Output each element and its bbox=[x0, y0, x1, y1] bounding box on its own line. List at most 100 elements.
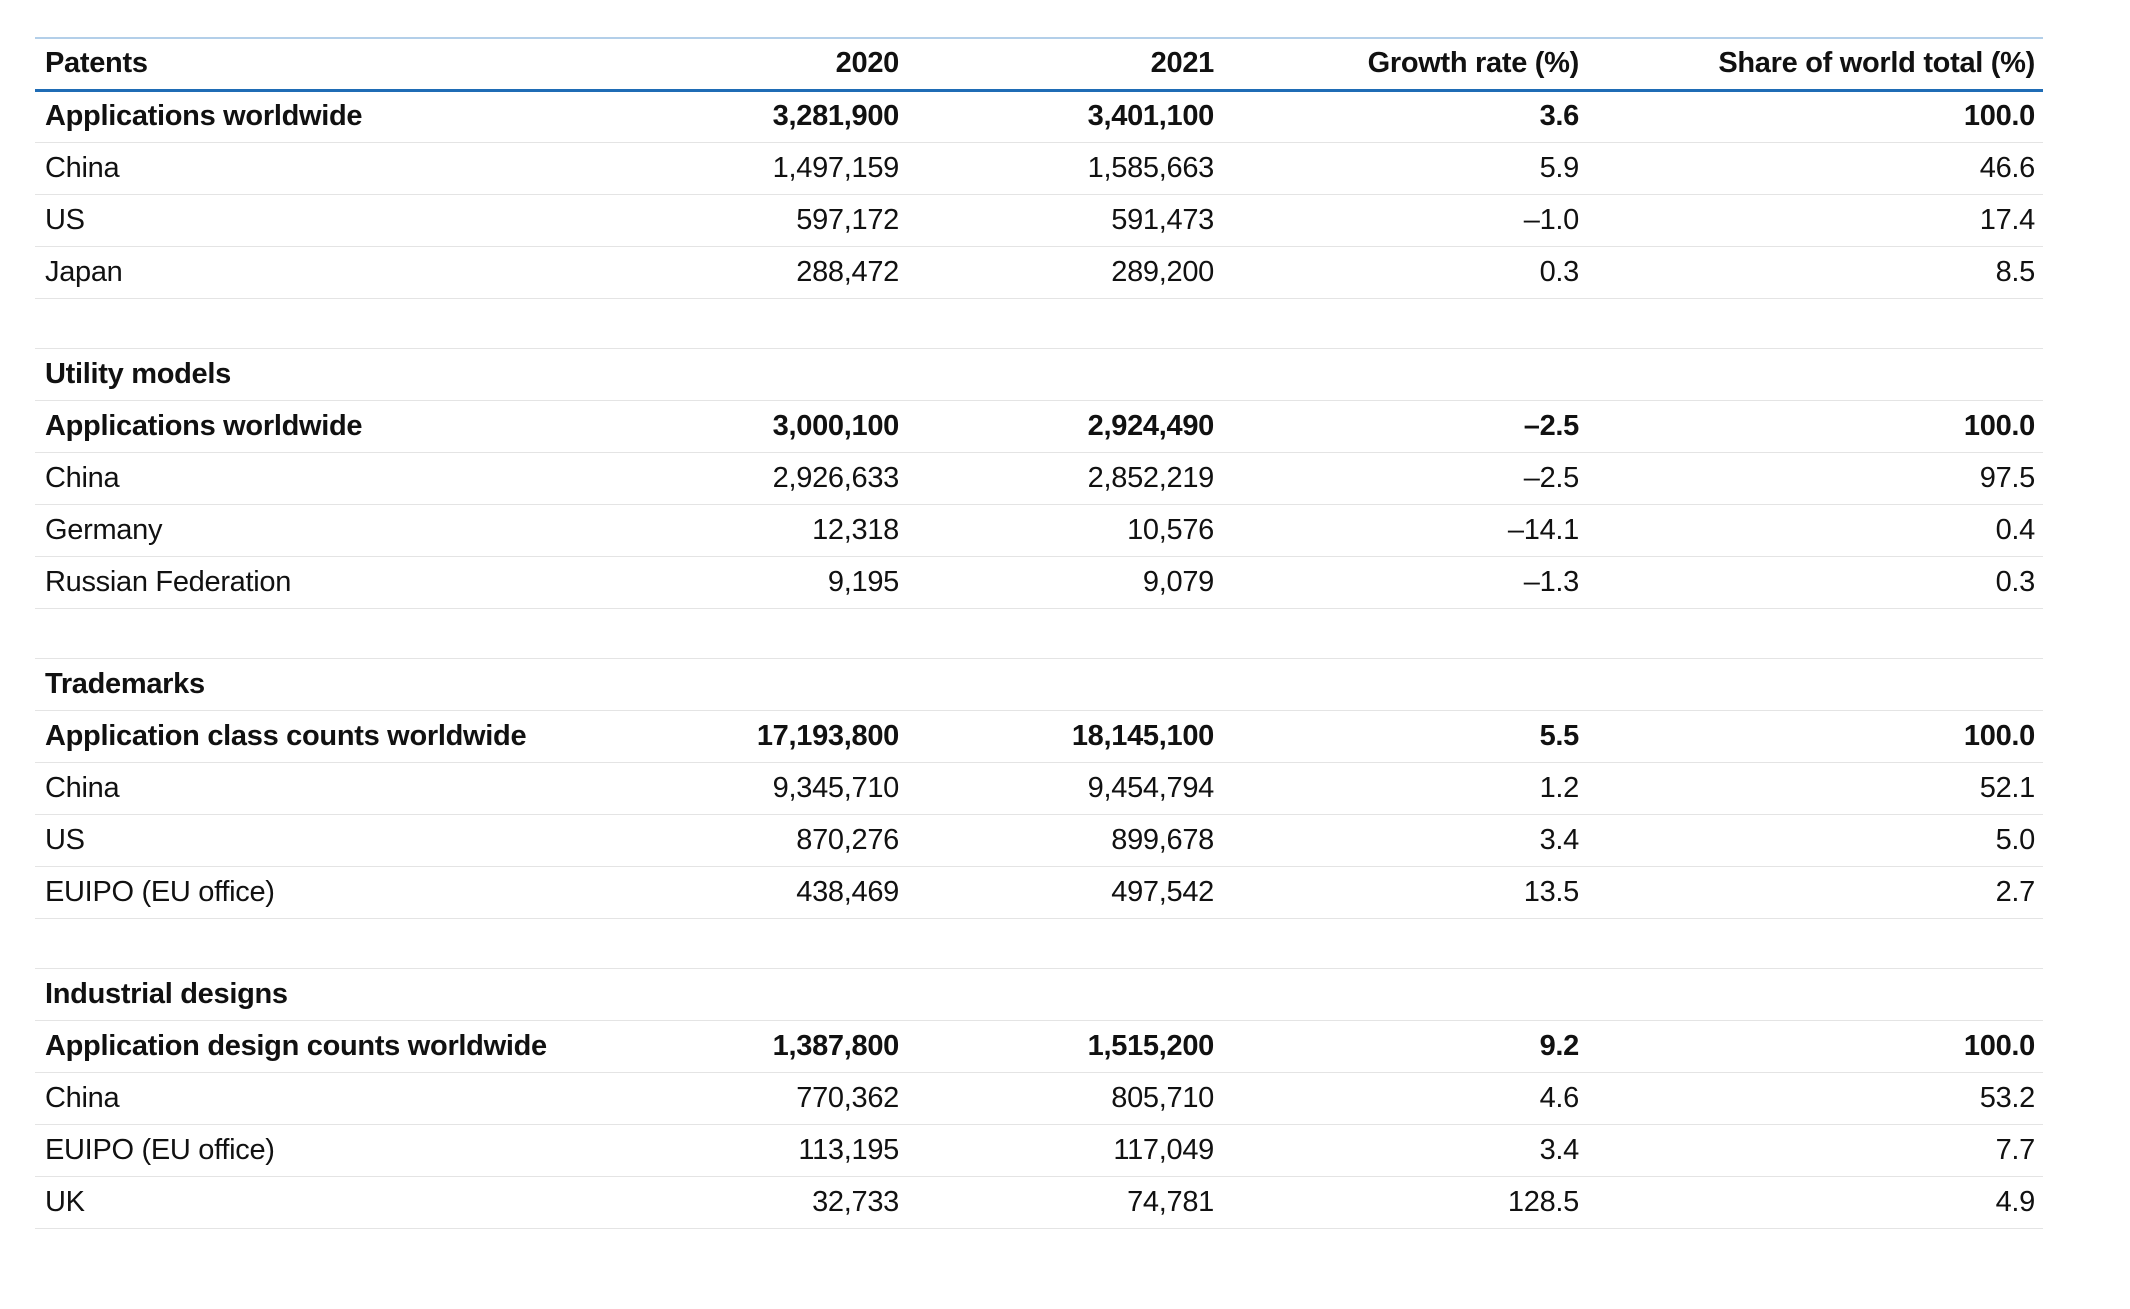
row-utility-germany: Germany 12,318 10,576 –14.1 0.4 bbox=[35, 504, 2043, 557]
row-trademarks-class-counts-worldwide: Application class counts worldwide 17,19… bbox=[35, 710, 2043, 763]
growth-cell: –14.1 bbox=[1222, 504, 1587, 557]
value-2020-cell: 597,172 bbox=[680, 194, 907, 247]
section-title: Utility models bbox=[35, 348, 680, 401]
value-2021-cell: 899,678 bbox=[907, 814, 1222, 867]
label-cell: China bbox=[35, 142, 680, 195]
row-designs-uk: UK 32,733 74,781 128.5 4.9 bbox=[35, 1176, 2043, 1229]
section-row-industrial-designs: Industrial designs bbox=[35, 968, 2043, 1021]
value-2020-cell: 3,281,900 bbox=[680, 90, 907, 143]
column-header-2021: 2021 bbox=[907, 38, 1222, 92]
value-2020-cell: 2,926,633 bbox=[680, 452, 907, 505]
row-utility-china: China 2,926,633 2,852,219 –2.5 97.5 bbox=[35, 452, 2043, 505]
label-cell: Germany bbox=[35, 504, 680, 557]
column-header-share-of-world-total: Share of world total (%) bbox=[1587, 38, 2043, 92]
value-2021-cell: 18,145,100 bbox=[907, 710, 1222, 763]
empty-cell bbox=[907, 968, 1222, 1021]
growth-cell: –2.5 bbox=[1222, 400, 1587, 453]
share-cell: 0.4 bbox=[1587, 504, 2043, 557]
value-2020-cell: 9,345,710 bbox=[680, 762, 907, 815]
share-cell: 0.3 bbox=[1587, 556, 2043, 609]
label-cell: Russian Federation bbox=[35, 556, 680, 609]
empty-cell bbox=[1587, 348, 2043, 401]
value-2021-cell: 805,710 bbox=[907, 1072, 1222, 1125]
spacer-cell bbox=[35, 298, 2043, 349]
value-2021-cell: 9,079 bbox=[907, 556, 1222, 609]
row-utility-russian-federation: Russian Federation 9,195 9,079 –1.3 0.3 bbox=[35, 556, 2043, 609]
value-2020-cell: 770,362 bbox=[680, 1072, 907, 1125]
label-cell: Japan bbox=[35, 246, 680, 299]
growth-cell: 128.5 bbox=[1222, 1176, 1587, 1229]
empty-cell bbox=[907, 658, 1222, 711]
row-patents-japan: Japan 288,472 289,200 0.3 8.5 bbox=[35, 246, 2043, 299]
growth-cell: 13.5 bbox=[1222, 866, 1587, 919]
growth-cell: 5.9 bbox=[1222, 142, 1587, 195]
value-2020-cell: 3,000,100 bbox=[680, 400, 907, 453]
empty-cell bbox=[1222, 658, 1587, 711]
section-title: Trademarks bbox=[35, 658, 680, 711]
spacer-cell bbox=[35, 608, 2043, 659]
value-2021-cell: 591,473 bbox=[907, 194, 1222, 247]
label-cell: China bbox=[35, 1072, 680, 1125]
growth-cell: 3.6 bbox=[1222, 90, 1587, 143]
row-utility-applications-worldwide: Applications worldwide 3,000,100 2,924,4… bbox=[35, 400, 2043, 453]
value-2020-cell: 1,497,159 bbox=[680, 142, 907, 195]
spacer-cell bbox=[35, 918, 2043, 969]
growth-cell: –1.3 bbox=[1222, 556, 1587, 609]
empty-cell bbox=[907, 348, 1222, 401]
share-cell: 100.0 bbox=[1587, 400, 2043, 453]
empty-cell bbox=[1587, 658, 2043, 711]
value-2021-cell: 3,401,100 bbox=[907, 90, 1222, 143]
share-cell: 53.2 bbox=[1587, 1072, 2043, 1125]
growth-cell: 3.4 bbox=[1222, 1124, 1587, 1177]
value-2021-cell: 117,049 bbox=[907, 1124, 1222, 1177]
growth-cell: 4.6 bbox=[1222, 1072, 1587, 1125]
section-title: Industrial designs bbox=[35, 968, 680, 1021]
value-2021-cell: 497,542 bbox=[907, 866, 1222, 919]
label-cell: Applications worldwide bbox=[35, 400, 680, 453]
section-row-utility-models: Utility models bbox=[35, 348, 2043, 401]
column-header-2020: 2020 bbox=[680, 38, 907, 92]
label-cell: China bbox=[35, 762, 680, 815]
share-cell: 2.7 bbox=[1587, 866, 2043, 919]
value-2021-cell: 9,454,794 bbox=[907, 762, 1222, 815]
growth-cell: –2.5 bbox=[1222, 452, 1587, 505]
value-2021-cell: 74,781 bbox=[907, 1176, 1222, 1229]
empty-cell bbox=[1587, 968, 2043, 1021]
label-cell: US bbox=[35, 814, 680, 867]
row-trademarks-us: US 870,276 899,678 3.4 5.0 bbox=[35, 814, 2043, 867]
growth-cell: 9.2 bbox=[1222, 1020, 1587, 1073]
value-2020-cell: 438,469 bbox=[680, 866, 907, 919]
value-2020-cell: 32,733 bbox=[680, 1176, 907, 1229]
share-cell: 5.0 bbox=[1587, 814, 2043, 867]
share-cell: 4.9 bbox=[1587, 1176, 2043, 1229]
row-patents-china: China 1,497,159 1,585,663 5.9 46.6 bbox=[35, 142, 2043, 195]
share-cell: 17.4 bbox=[1587, 194, 2043, 247]
growth-cell: 1.2 bbox=[1222, 762, 1587, 815]
share-cell: 100.0 bbox=[1587, 90, 2043, 143]
label-cell: US bbox=[35, 194, 680, 247]
label-cell: EUIPO (EU office) bbox=[35, 1124, 680, 1177]
row-patents-us: US 597,172 591,473 –1.0 17.4 bbox=[35, 194, 2043, 247]
value-2021-cell: 10,576 bbox=[907, 504, 1222, 557]
spacer-row bbox=[35, 918, 2043, 969]
row-designs-design-counts-worldwide: Application design counts worldwide 1,38… bbox=[35, 1020, 2043, 1073]
empty-cell bbox=[680, 658, 907, 711]
column-header-patents: Patents bbox=[35, 38, 680, 92]
share-cell: 97.5 bbox=[1587, 452, 2043, 505]
share-cell: 8.5 bbox=[1587, 246, 2043, 299]
label-cell: Applications worldwide bbox=[35, 90, 680, 143]
empty-cell bbox=[1222, 968, 1587, 1021]
row-designs-china: China 770,362 805,710 4.6 53.2 bbox=[35, 1072, 2043, 1125]
value-2021-cell: 1,515,200 bbox=[907, 1020, 1222, 1073]
ip-statistics-table: Patents 2020 2021 Growth rate (%) Share … bbox=[35, 37, 2043, 1229]
value-2021-cell: 1,585,663 bbox=[907, 142, 1222, 195]
value-2020-cell: 113,195 bbox=[680, 1124, 907, 1177]
value-2021-cell: 2,924,490 bbox=[907, 400, 1222, 453]
section-row-trademarks: Trademarks bbox=[35, 658, 2043, 711]
row-patents-applications-worldwide: Applications worldwide 3,281,900 3,401,1… bbox=[35, 90, 2043, 143]
column-header-growth-rate: Growth rate (%) bbox=[1222, 38, 1587, 92]
growth-cell: 5.5 bbox=[1222, 710, 1587, 763]
row-designs-euipo: EUIPO (EU office) 113,195 117,049 3.4 7.… bbox=[35, 1124, 2043, 1177]
value-2021-cell: 289,200 bbox=[907, 246, 1222, 299]
empty-cell bbox=[1222, 348, 1587, 401]
